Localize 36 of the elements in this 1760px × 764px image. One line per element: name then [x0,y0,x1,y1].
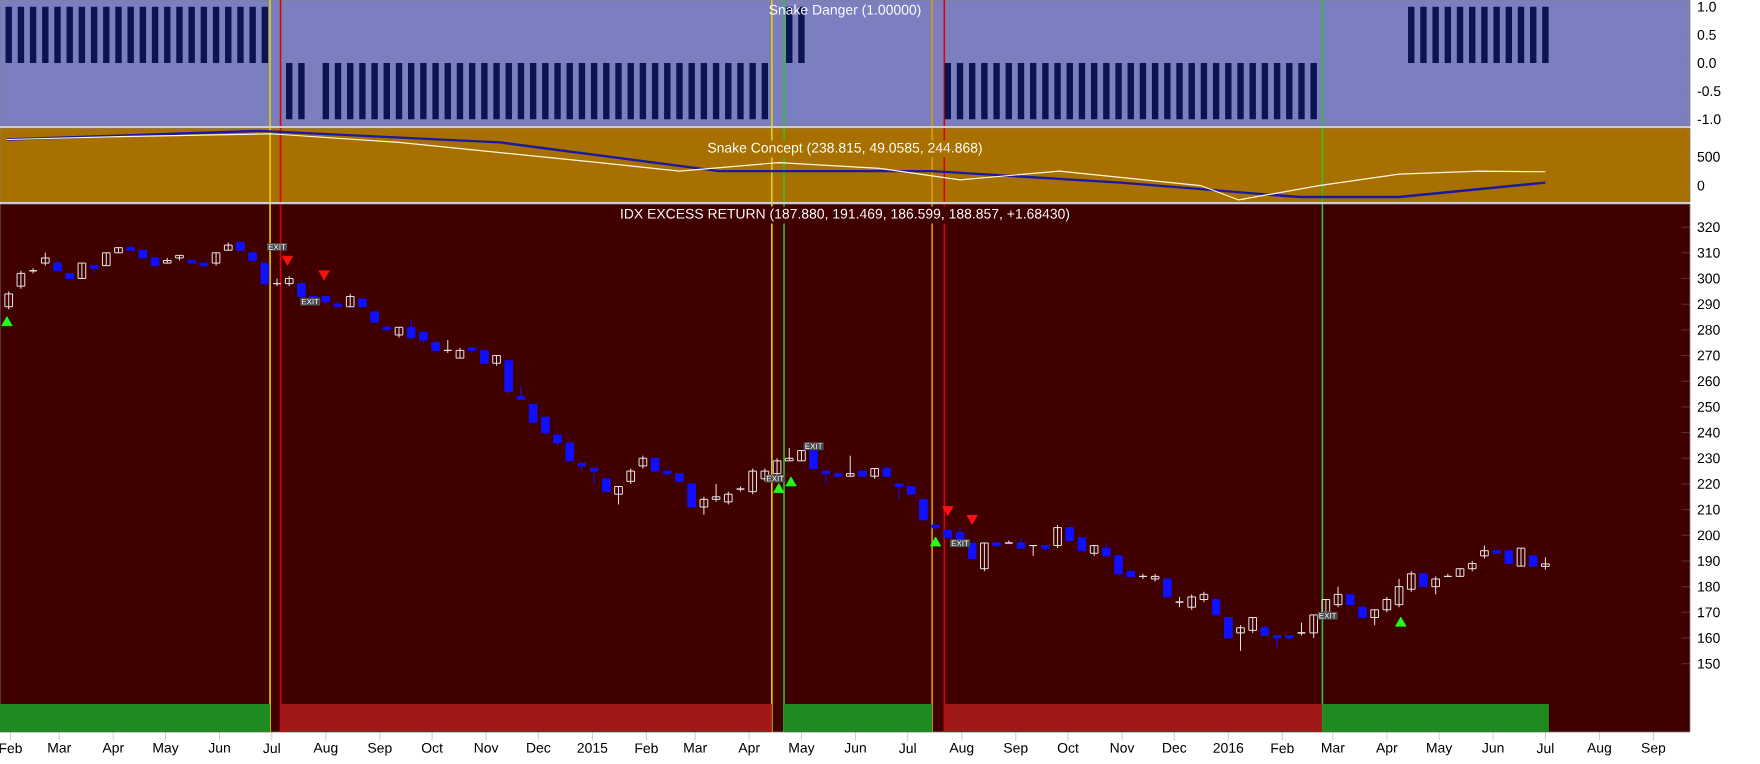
candlestick [1321,599,1331,616]
candlestick [260,262,270,287]
point [942,506,954,517]
point [930,536,942,547]
candlestick [699,496,709,516]
candlestick [1150,573,1160,583]
candlestick [577,462,587,472]
candlestick [1309,614,1319,639]
candlestick [1089,545,1099,557]
candlestick [589,468,599,485]
candlestick [980,542,989,572]
candlestick [516,385,526,400]
point [281,255,294,266]
candlestick [1053,524,1062,549]
candlestick [211,252,221,267]
point [1,316,13,327]
candlestick [870,468,879,480]
candlestick [16,270,26,290]
point [966,514,978,525]
candlestick [492,355,501,367]
candlestick [638,455,648,470]
candlestick [919,498,928,521]
candlestick [833,470,843,480]
candlestick [77,262,87,279]
candlestick [394,326,404,339]
point [318,270,330,281]
candlestick [504,360,514,395]
candlestick [1516,547,1526,567]
candlestick [687,483,697,508]
point [773,483,785,493]
point [1395,616,1407,627]
candlestick [845,455,855,477]
candlestick [1223,616,1233,639]
candlestick [1333,586,1343,608]
point [785,476,797,487]
candlestick [89,265,99,274]
